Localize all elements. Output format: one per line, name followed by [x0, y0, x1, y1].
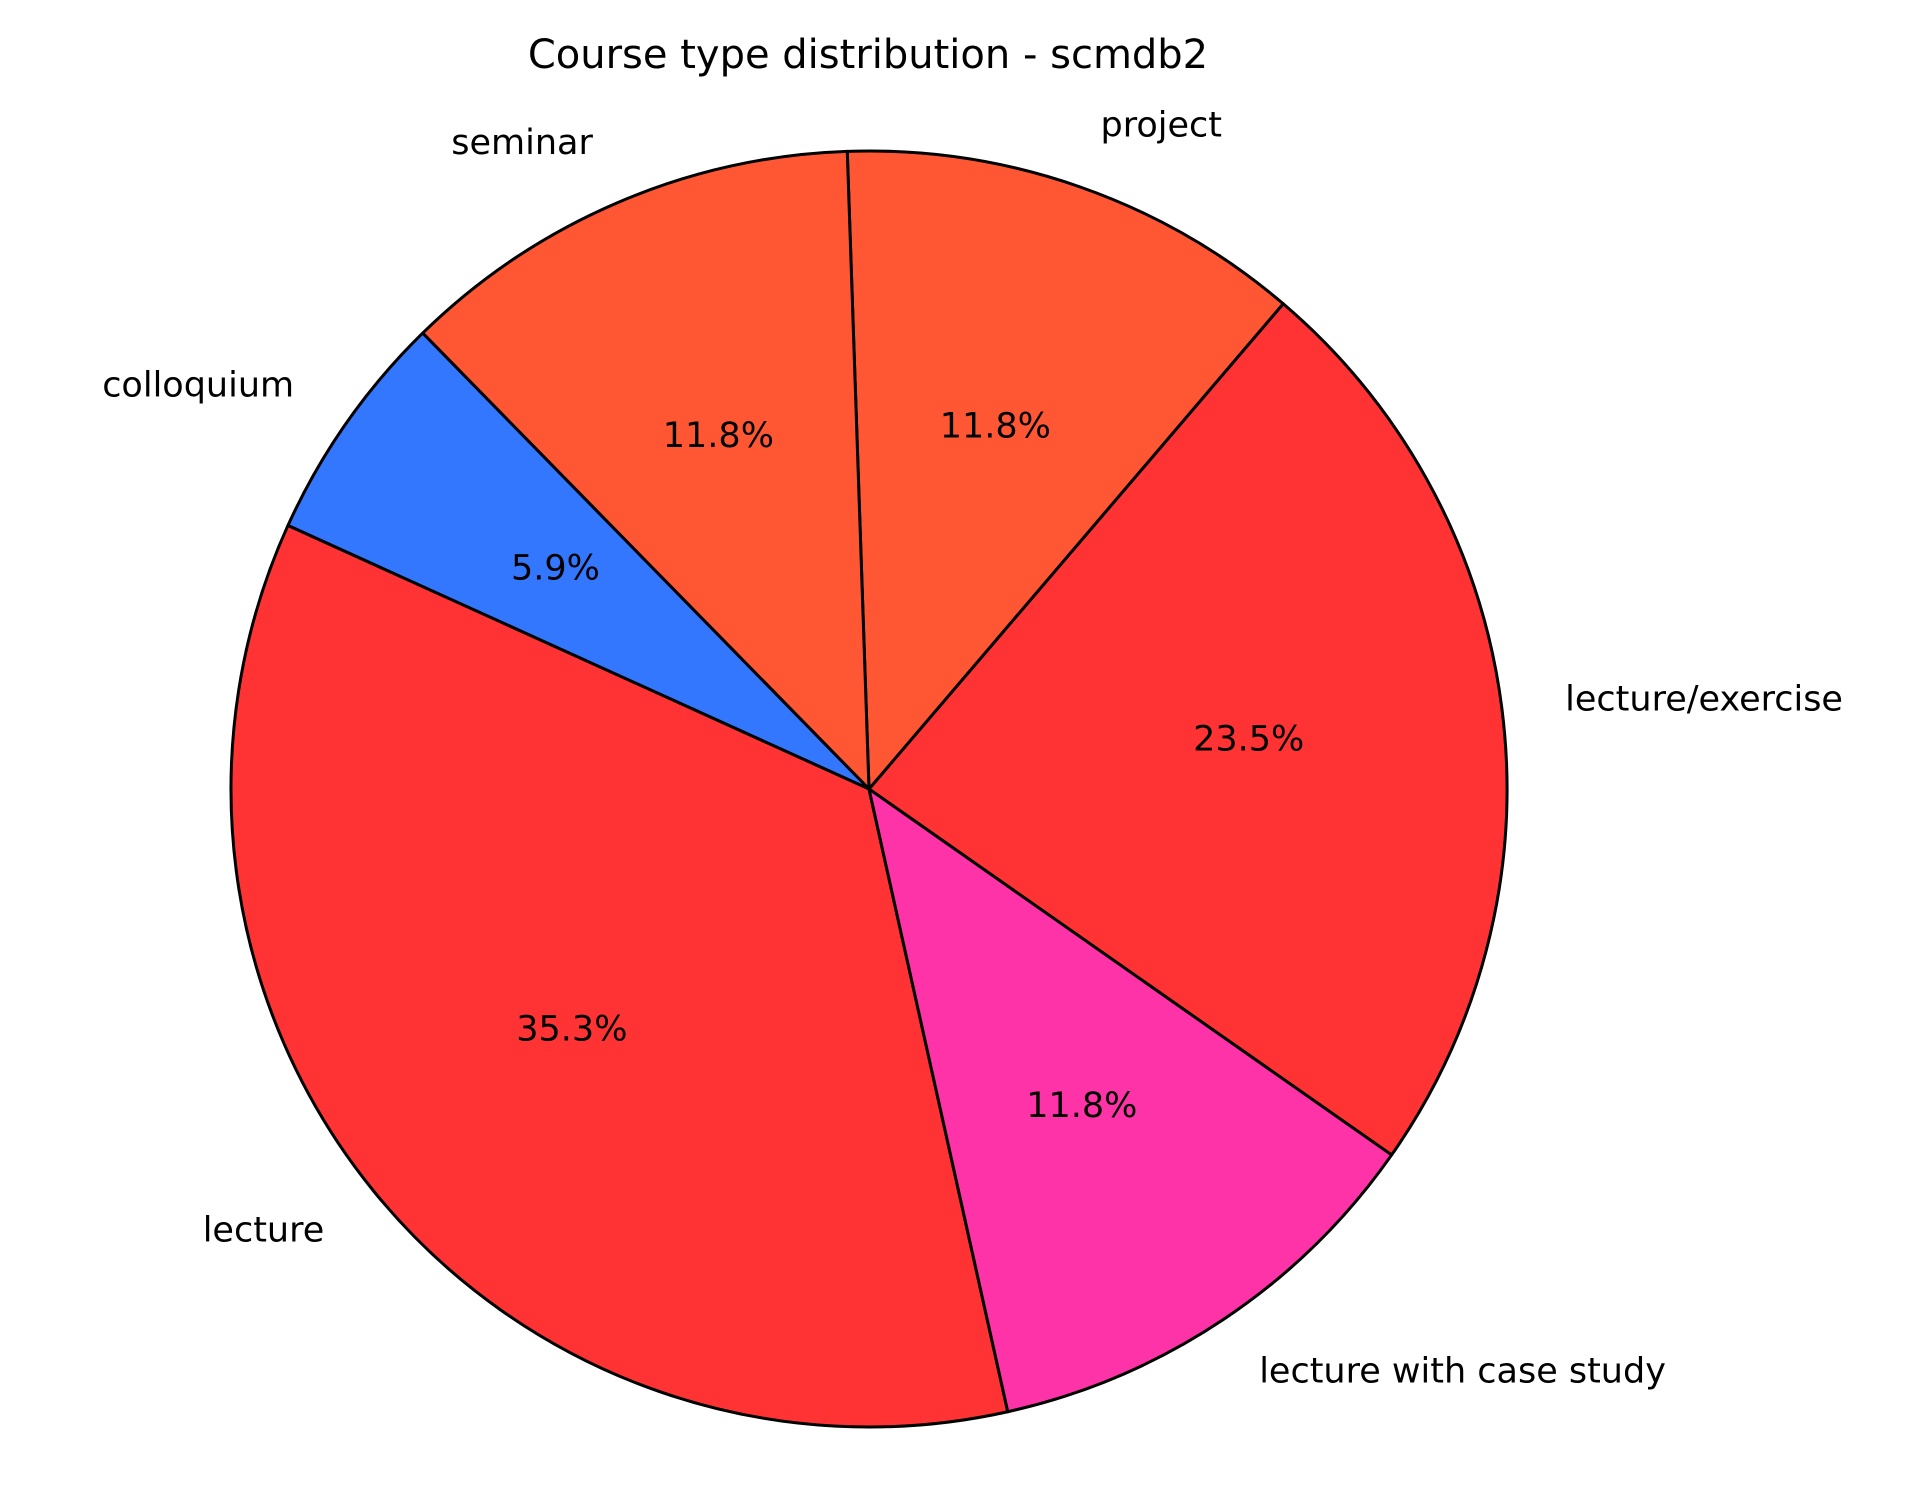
pie-slice-colloquium: [286, 331, 871, 791]
pie-labels: lecture/exercise 23.5% project 11.8% seminar…: [102, 106, 1843, 1392]
slice-label: colloquium: [102, 365, 294, 405]
pie-slice-lecture-with-case-study: [867, 787, 1394, 1414]
slice-label: seminar: [451, 123, 593, 163]
slice-percent-label: 23.5%: [1193, 720, 1304, 760]
slice-label: lecture/exercise: [1565, 679, 1843, 719]
pie-slice-seminar: [421, 149, 871, 791]
slice-label: lecture with case study: [1259, 1351, 1666, 1391]
slice-percent-label: 11.8%: [940, 407, 1051, 447]
pie-slice-lecture: [229, 524, 1010, 1429]
pie-slice-project: [845, 149, 1285, 791]
chart-title: Course type distribution - scmdb2: [528, 32, 1208, 78]
slice-label: lecture: [203, 1210, 325, 1250]
slice-percent-label: 11.8%: [663, 416, 774, 456]
slice-label: project: [1101, 106, 1222, 146]
slice-percent-label: 11.8%: [1026, 1086, 1137, 1126]
slice-percent-label: 35.3%: [516, 1009, 627, 1049]
pie-slices: [229, 149, 1509, 1429]
pie-slice-lecture-exercise: [867, 302, 1509, 1157]
slice-percent-label: 5.9%: [511, 548, 600, 588]
